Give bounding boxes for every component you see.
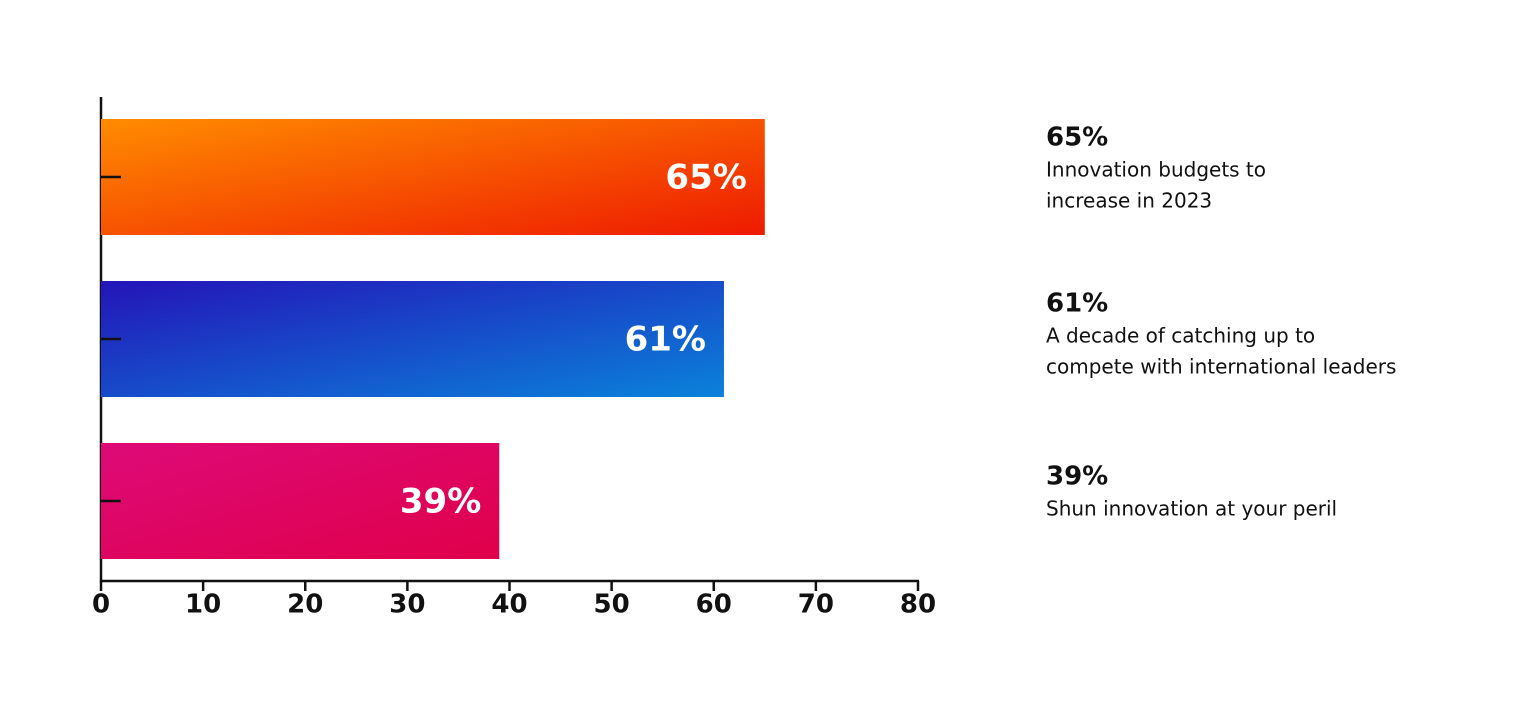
x-tick-label: 70 <box>798 590 834 620</box>
x-tick-label: 0 <box>92 590 110 620</box>
annotation-text: compete with international leaders <box>1046 355 1396 379</box>
bar-label: 39% <box>400 482 481 522</box>
x-tick-label: 40 <box>491 590 527 620</box>
x-tick-label: 10 <box>185 590 221 620</box>
annotation-text: increase in 2023 <box>1046 189 1212 213</box>
x-tick-label: 80 <box>900 590 936 620</box>
annotation-heading: 65% <box>1046 123 1108 153</box>
x-tick-label: 30 <box>389 590 425 620</box>
annotation-text: Shun innovation at your peril <box>1046 497 1337 521</box>
x-tick-label: 50 <box>594 590 630 620</box>
annotation-text: A decade of catching up to <box>1046 324 1315 348</box>
annotation-text: Innovation budgets to <box>1046 158 1266 182</box>
bar <box>101 443 500 559</box>
annotation-heading: 61% <box>1046 289 1108 319</box>
x-tick-label: 20 <box>287 590 323 620</box>
annotation-heading: 39% <box>1046 462 1108 492</box>
bar-label: 65% <box>665 158 746 198</box>
bar-label: 61% <box>625 320 706 360</box>
bar <box>101 119 765 235</box>
bar <box>101 281 724 397</box>
x-tick-label: 60 <box>696 590 732 620</box>
